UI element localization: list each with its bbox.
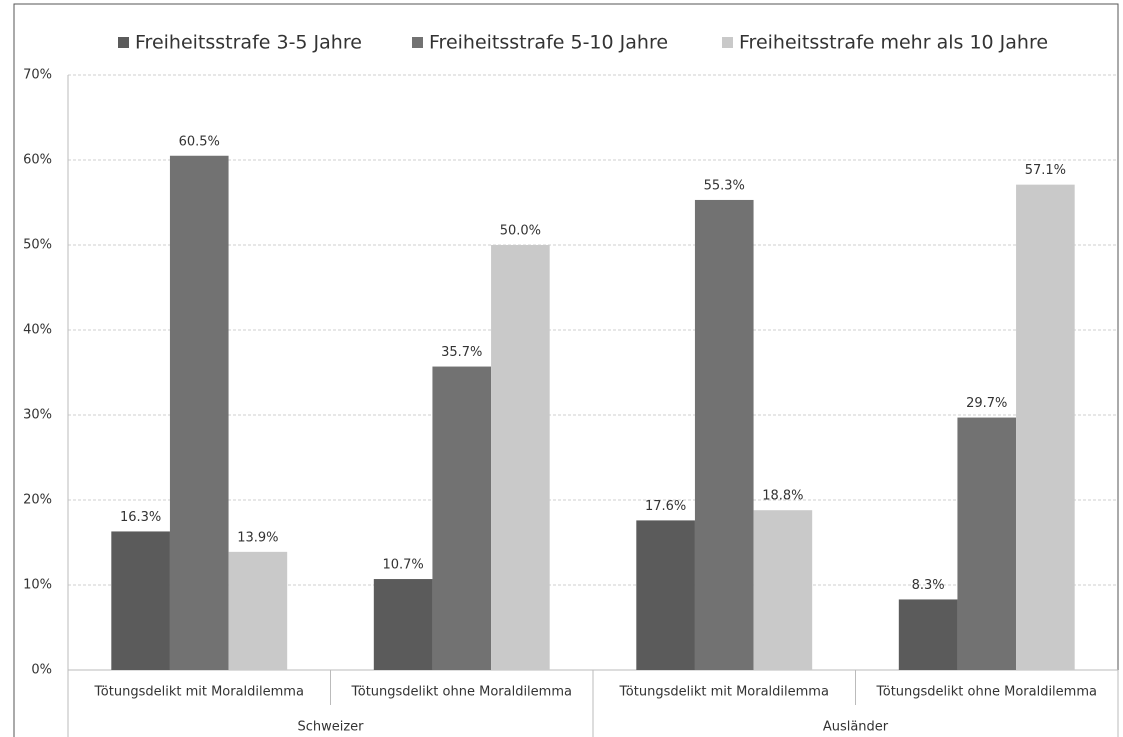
data-label: 13.9% [237, 530, 278, 545]
y-tick-label: 30% [23, 408, 52, 423]
y-tick-label: 70% [23, 68, 52, 83]
y-tick-label: 50% [23, 238, 52, 253]
data-label: 16.3% [120, 510, 161, 525]
bar [169, 155, 229, 670]
legend-swatch [412, 37, 423, 48]
y-tick-label: 10% [23, 578, 52, 593]
legend-label: Freiheitsstrafe 3-5 Jahre [135, 32, 362, 54]
legend-label: Freiheitsstrafe mehr als 10 Jahre [739, 32, 1048, 54]
data-label: 10.7% [382, 558, 423, 573]
data-label: 8.3% [912, 578, 945, 593]
data-label: 18.8% [762, 489, 803, 504]
bar [1016, 184, 1075, 670]
data-label: 35.7% [441, 345, 482, 360]
bar [898, 599, 958, 670]
legend-label: Freiheitsstrafe 5-10 Jahre [429, 32, 668, 54]
data-label: 57.1% [1025, 163, 1066, 178]
x-tick-label: Tötungsdelikt ohne Moraldilemma [351, 685, 572, 700]
bar [694, 199, 754, 670]
y-tick-label: 60% [23, 153, 52, 168]
bar [373, 579, 433, 670]
data-label: 29.7% [966, 396, 1007, 411]
bar [111, 531, 170, 670]
legend-swatch [722, 37, 733, 48]
y-tick-label: 0% [31, 663, 52, 678]
bar [432, 366, 492, 670]
bar [636, 520, 695, 670]
data-label: 60.5% [179, 134, 220, 149]
legend-swatch [118, 37, 129, 48]
x-tick-label: Tötungsdelikt mit Moraldilemma [94, 685, 304, 700]
x-tick-label: Tötungsdelikt ohne Moraldilemma [876, 685, 1097, 700]
data-label: 55.3% [704, 178, 745, 193]
chart-border [13, 3, 1119, 737]
group-label: Ausländer [823, 720, 889, 735]
bar [957, 417, 1017, 670]
bar [491, 245, 550, 670]
y-tick-label: 40% [23, 323, 52, 338]
bar [753, 510, 813, 670]
data-label: 17.6% [645, 499, 686, 514]
bar [228, 551, 288, 670]
y-tick-label: 20% [23, 493, 52, 508]
group-label: Schweizer [297, 720, 364, 735]
data-label: 50.0% [500, 224, 541, 239]
x-tick-label: Tötungsdelikt mit Moraldilemma [619, 685, 829, 700]
